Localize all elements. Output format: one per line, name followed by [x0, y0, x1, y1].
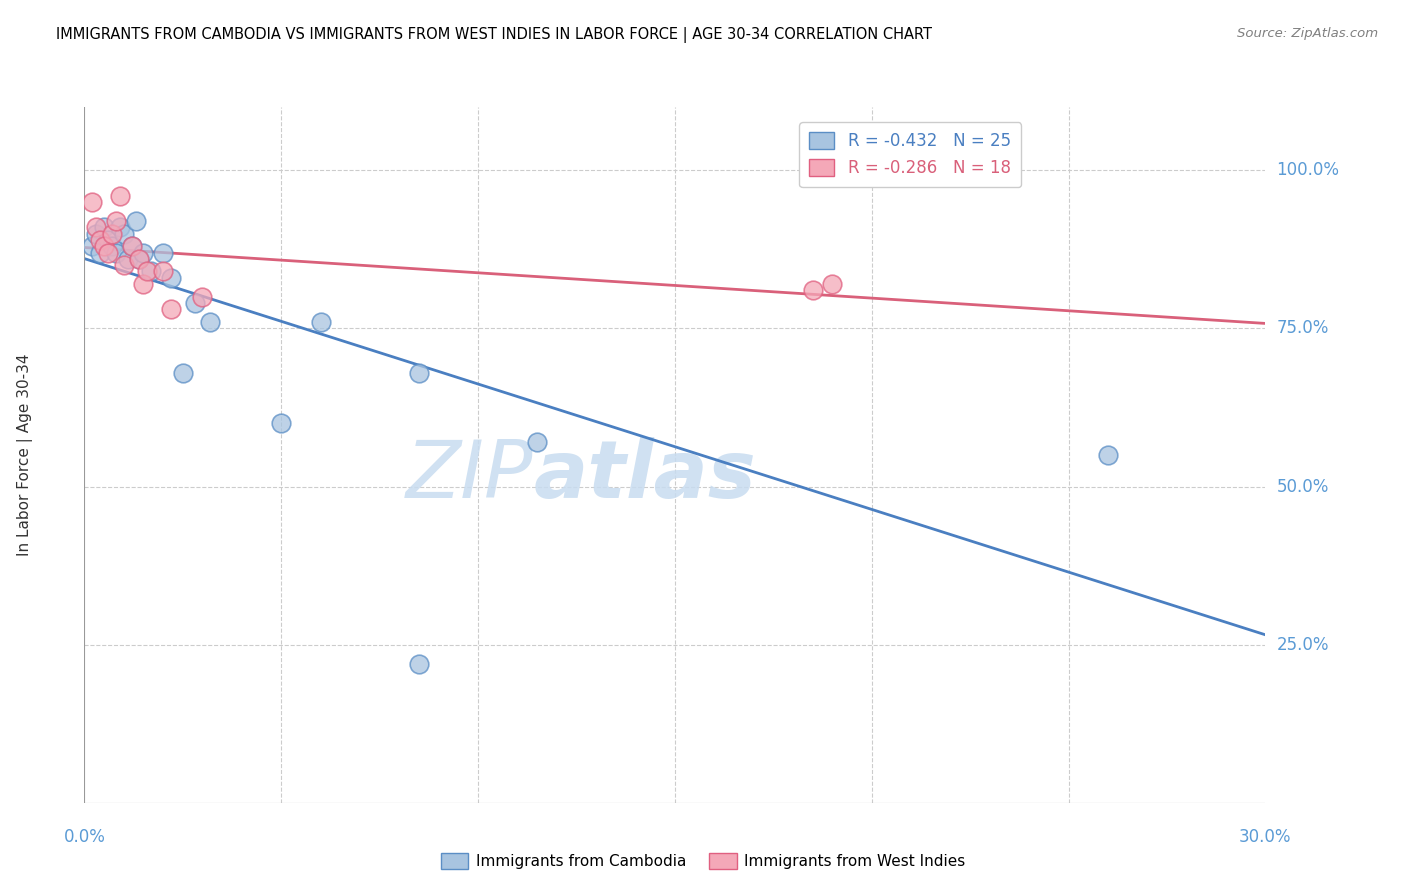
Point	[93, 220, 115, 235]
Point	[97, 233, 120, 247]
Point	[104, 214, 127, 228]
Point	[97, 245, 120, 260]
Text: IMMIGRANTS FROM CAMBODIA VS IMMIGRANTS FROM WEST INDIES IN LABOR FORCE | AGE 30-: IMMIGRANTS FROM CAMBODIA VS IMMIGRANTS F…	[56, 27, 932, 43]
Point	[526, 435, 548, 450]
Point	[408, 366, 430, 380]
Point	[124, 214, 146, 228]
Point	[200, 315, 222, 329]
Point	[152, 245, 174, 260]
Text: 0.0%: 0.0%	[63, 828, 105, 846]
Text: 75.0%: 75.0%	[1277, 319, 1329, 337]
Point	[408, 657, 430, 671]
Point	[84, 227, 107, 241]
Text: ZIP: ZIP	[406, 437, 533, 515]
Point	[112, 227, 135, 241]
Point	[108, 188, 131, 202]
Point	[101, 227, 124, 241]
Point	[108, 220, 131, 235]
Point	[93, 239, 115, 253]
Point	[132, 245, 155, 260]
Point	[141, 264, 163, 278]
Point	[112, 258, 135, 272]
Text: Source: ZipAtlas.com: Source: ZipAtlas.com	[1237, 27, 1378, 40]
Point	[136, 264, 159, 278]
Text: 30.0%: 30.0%	[1239, 828, 1292, 846]
Legend: R = -0.432   N = 25, R = -0.286   N = 18: R = -0.432 N = 25, R = -0.286 N = 18	[800, 122, 1021, 187]
Text: 50.0%: 50.0%	[1277, 477, 1329, 496]
Point	[191, 290, 214, 304]
Point	[821, 277, 844, 292]
Point	[101, 239, 124, 253]
Point	[160, 302, 183, 317]
Point	[89, 233, 111, 247]
Point	[152, 264, 174, 278]
Text: atlas: atlas	[533, 437, 756, 515]
Point	[801, 284, 824, 298]
Point	[183, 296, 205, 310]
Point	[89, 245, 111, 260]
Legend: Immigrants from Cambodia, Immigrants from West Indies: Immigrants from Cambodia, Immigrants fro…	[434, 847, 972, 875]
Text: 25.0%: 25.0%	[1277, 636, 1329, 654]
Point	[1097, 448, 1119, 462]
Point	[104, 245, 127, 260]
Point	[128, 252, 150, 266]
Point	[82, 194, 104, 209]
Point	[172, 366, 194, 380]
Point	[160, 270, 183, 285]
Point	[121, 239, 143, 253]
Point	[121, 239, 143, 253]
Point	[84, 220, 107, 235]
Text: In Labor Force | Age 30-34: In Labor Force | Age 30-34	[17, 353, 34, 557]
Point	[132, 277, 155, 292]
Text: 100.0%: 100.0%	[1277, 161, 1340, 179]
Point	[82, 239, 104, 253]
Point	[117, 252, 139, 266]
Point	[270, 417, 292, 431]
Point	[309, 315, 332, 329]
Point	[128, 252, 150, 266]
